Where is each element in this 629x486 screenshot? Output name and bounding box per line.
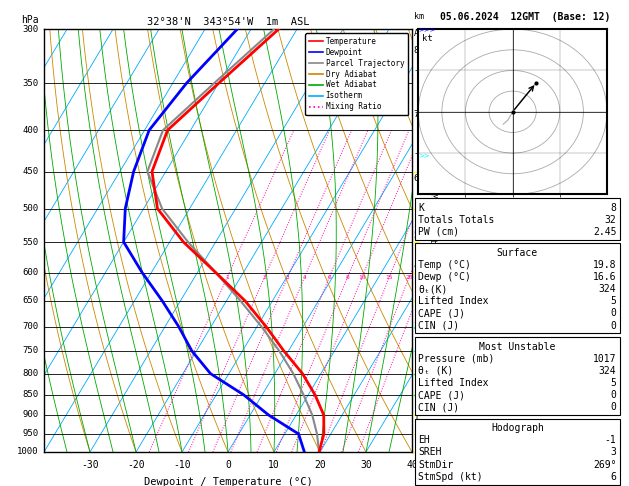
Text: 900: 900: [23, 411, 38, 419]
Text: CIN (J): CIN (J): [418, 321, 459, 330]
Text: Lifted Index: Lifted Index: [418, 378, 489, 388]
Text: kt: kt: [422, 34, 433, 43]
Text: K: K: [418, 203, 424, 212]
Text: Most Unstable: Most Unstable: [479, 342, 555, 351]
Text: 5: 5: [611, 296, 616, 306]
Text: 6: 6: [611, 472, 616, 482]
Text: x: x: [418, 423, 423, 430]
Text: 0: 0: [611, 321, 616, 330]
Text: 16.6: 16.6: [593, 272, 616, 282]
Text: 7: 7: [414, 110, 419, 120]
Text: 950: 950: [23, 430, 38, 438]
Text: 0: 0: [225, 460, 231, 470]
Text: Mixing Ratio (g/kg): Mixing Ratio (g/kg): [428, 193, 437, 288]
Text: 19.8: 19.8: [593, 260, 616, 270]
Text: 0: 0: [611, 309, 616, 318]
Text: Lifted Index: Lifted Index: [418, 296, 489, 306]
Text: -20: -20: [127, 460, 145, 470]
Text: Temp (°C): Temp (°C): [418, 260, 471, 270]
Text: LCL: LCL: [414, 435, 429, 444]
Text: +: +: [418, 338, 424, 345]
Text: 400: 400: [23, 126, 38, 135]
Text: 450: 450: [23, 167, 38, 176]
Text: hPa: hPa: [21, 15, 38, 25]
Text: 3: 3: [286, 275, 289, 280]
Text: 1000: 1000: [17, 448, 38, 456]
Text: CAPE (J): CAPE (J): [418, 309, 465, 318]
Text: 0: 0: [611, 390, 616, 400]
Text: 5: 5: [414, 231, 419, 240]
Text: StmDir: StmDir: [418, 460, 454, 469]
Text: >>: >>: [418, 153, 430, 158]
Text: © weatheronline.co.uk: © weatheronline.co.uk: [473, 470, 577, 480]
Text: 8: 8: [414, 46, 419, 55]
Text: Dewpoint / Temperature (°C): Dewpoint / Temperature (°C): [143, 477, 313, 486]
Text: 350: 350: [23, 79, 38, 88]
Text: 2.45: 2.45: [593, 227, 616, 237]
Text: >: >: [418, 226, 424, 232]
Text: 650: 650: [23, 296, 38, 305]
Text: EH: EH: [418, 435, 430, 445]
Text: 30: 30: [360, 460, 372, 470]
Text: -10: -10: [173, 460, 191, 470]
Text: 10: 10: [268, 460, 280, 470]
Text: 3: 3: [414, 322, 419, 331]
Text: 500: 500: [23, 204, 38, 213]
Text: 05.06.2024  12GMT  (Base: 12): 05.06.2024 12GMT (Base: 12): [440, 12, 610, 22]
Text: Dewp (°C): Dewp (°C): [418, 272, 471, 282]
Text: 40: 40: [406, 460, 418, 470]
Text: 6: 6: [414, 174, 419, 183]
Text: 20: 20: [314, 460, 326, 470]
Text: 1017: 1017: [593, 354, 616, 364]
Text: 1: 1: [225, 275, 229, 280]
Text: 750: 750: [23, 347, 38, 355]
Text: 32: 32: [604, 215, 616, 225]
Text: 324: 324: [599, 366, 616, 376]
Text: CIN (J): CIN (J): [418, 402, 459, 412]
Text: 5: 5: [611, 378, 616, 388]
Text: 6: 6: [328, 275, 331, 280]
Text: *: *: [418, 383, 421, 390]
Text: 8: 8: [346, 275, 350, 280]
Text: 3: 3: [611, 448, 616, 457]
Text: Totals Totals: Totals Totals: [418, 215, 494, 225]
Text: 1: 1: [414, 413, 419, 422]
Text: 600: 600: [23, 268, 38, 277]
Text: Pressure (mb): Pressure (mb): [418, 354, 494, 364]
Text: 324: 324: [599, 284, 616, 294]
Text: 20: 20: [406, 275, 413, 280]
Text: >: >: [418, 287, 424, 293]
Text: 850: 850: [23, 390, 38, 399]
Text: 550: 550: [23, 238, 38, 246]
Text: 4: 4: [303, 275, 306, 280]
Text: θₜ(K): θₜ(K): [418, 284, 448, 294]
Text: 4: 4: [414, 261, 419, 270]
Text: CAPE (J): CAPE (J): [418, 390, 465, 400]
Text: km: km: [414, 12, 424, 21]
Text: 2: 2: [263, 275, 267, 280]
Text: -30: -30: [81, 460, 99, 470]
Text: 700: 700: [23, 322, 38, 331]
Text: 2: 2: [414, 367, 419, 376]
Title: 32°38'N  343°54'W  1m  ASL: 32°38'N 343°54'W 1m ASL: [147, 17, 309, 27]
Text: SREH: SREH: [418, 448, 442, 457]
Text: StmSpd (kt): StmSpd (kt): [418, 472, 483, 482]
Text: Surface: Surface: [497, 248, 538, 258]
Text: 15: 15: [386, 275, 393, 280]
Text: 8: 8: [611, 203, 616, 212]
Text: >>>: >>>: [418, 26, 436, 32]
Text: 300: 300: [23, 25, 38, 34]
Text: Hodograph: Hodograph: [491, 423, 544, 433]
Text: -1: -1: [604, 435, 616, 445]
Text: θₜ (K): θₜ (K): [418, 366, 454, 376]
Text: 269°: 269°: [593, 460, 616, 469]
Text: 10: 10: [359, 275, 366, 280]
Text: 0: 0: [611, 402, 616, 412]
Text: PW (cm): PW (cm): [418, 227, 459, 237]
Legend: Temperature, Dewpoint, Parcel Trajectory, Dry Adiabat, Wet Adiabat, Isotherm, Mi: Temperature, Dewpoint, Parcel Trajectory…: [305, 33, 408, 115]
Text: 800: 800: [23, 369, 38, 378]
Text: ASL: ASL: [414, 29, 429, 38]
